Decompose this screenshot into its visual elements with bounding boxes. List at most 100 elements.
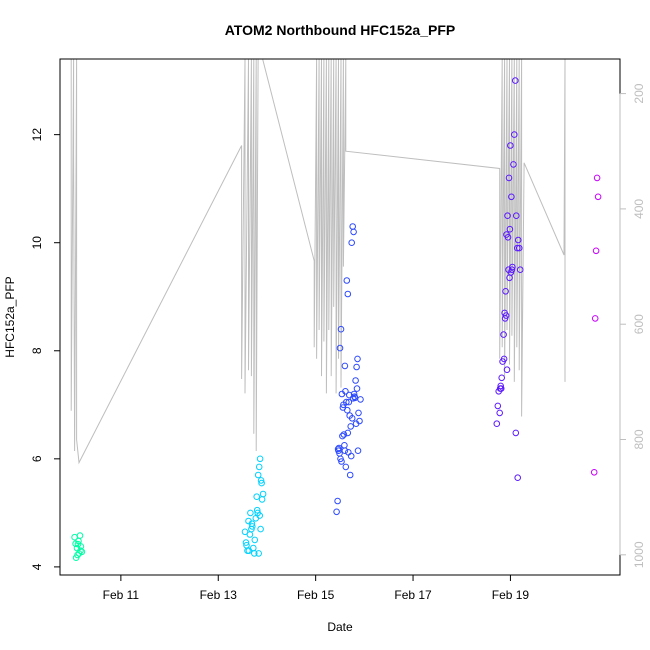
data-point <box>508 193 515 201</box>
data-point <box>497 382 505 390</box>
x-axis: Feb 11 Feb 13 Feb 15 Feb 17 Feb 19 <box>103 575 530 602</box>
data-point <box>512 77 519 84</box>
secondary-series-line <box>70 59 566 465</box>
data-point <box>590 469 598 476</box>
data-point <box>347 452 355 460</box>
data-point <box>249 523 256 530</box>
data-point <box>593 174 601 182</box>
y-axis-label: HFC152a_PFP <box>3 276 17 357</box>
data-point <box>514 236 522 244</box>
data-point <box>348 239 356 246</box>
data-point <box>333 508 340 516</box>
data-point <box>253 493 261 501</box>
data-point <box>343 398 350 406</box>
data-point <box>258 496 266 503</box>
data-point <box>512 429 520 437</box>
data-point <box>242 539 250 546</box>
data-point <box>504 212 511 219</box>
data-point <box>506 225 514 233</box>
data-point <box>335 444 343 452</box>
data-point <box>350 228 357 236</box>
data-point <box>352 420 360 428</box>
data-point <box>251 550 258 557</box>
data-point <box>241 528 249 536</box>
y2-tick-label: 1000 <box>632 541 646 568</box>
data-point <box>245 547 253 555</box>
data-point <box>355 409 362 417</box>
data-point <box>498 374 506 382</box>
x-tick-label: Feb 17 <box>394 588 432 602</box>
data-point <box>354 447 362 455</box>
data-point <box>254 509 262 517</box>
y2-tick-label: 600 <box>632 314 646 334</box>
data-point <box>257 477 265 484</box>
data-point <box>357 396 364 403</box>
y-tick-label: 6 <box>30 455 44 462</box>
data-point <box>351 394 359 402</box>
data-point <box>251 536 259 544</box>
data-point <box>336 344 344 352</box>
x-tick-label: Feb 15 <box>297 588 335 602</box>
chart-title: ATOM2 Northbound HFC152a_PFP <box>225 22 456 38</box>
data-point <box>503 366 511 374</box>
data-point <box>591 315 599 322</box>
data-point <box>502 312 510 319</box>
data-point <box>345 449 352 456</box>
data-point <box>346 391 353 399</box>
data-point <box>516 266 524 274</box>
y-tick-label: 12 <box>30 128 44 142</box>
y2-tick-label: 200 <box>632 83 646 103</box>
y-tick-label: 10 <box>30 236 44 250</box>
data-point <box>493 420 501 428</box>
data-point <box>342 388 349 395</box>
x-axis-label: Date <box>327 620 353 634</box>
data-point <box>513 212 520 219</box>
data-point <box>340 431 348 438</box>
data-point <box>348 415 356 422</box>
y2-tick-label: 400 <box>632 199 646 219</box>
data-point <box>508 266 516 274</box>
secondary-series <box>70 59 566 465</box>
y-axis: 4 6 8 10 12 <box>30 128 60 570</box>
data-point <box>77 547 84 555</box>
data-point <box>514 474 522 482</box>
data-point <box>592 247 600 255</box>
data-point <box>511 131 518 138</box>
data-point <box>255 463 263 471</box>
data-point <box>258 479 265 487</box>
data-point <box>510 161 517 168</box>
data-point <box>76 532 84 539</box>
data-point <box>501 315 509 322</box>
y-tick-label: 8 <box>30 347 44 354</box>
data-point <box>346 471 354 479</box>
data-point <box>505 174 513 182</box>
data-point <box>337 325 345 333</box>
data-point <box>341 442 348 449</box>
data-points <box>71 77 602 562</box>
data-point <box>353 363 360 371</box>
data-point <box>347 423 355 430</box>
data-point <box>338 458 345 465</box>
data-point <box>507 142 514 149</box>
y-tick-label: 4 <box>30 563 44 570</box>
data-point <box>334 445 342 453</box>
data-point <box>349 223 357 230</box>
data-point <box>254 471 262 479</box>
data-point <box>255 550 263 557</box>
data-point <box>248 520 256 528</box>
data-point <box>344 406 351 414</box>
data-point <box>253 506 261 514</box>
data-point <box>247 509 254 517</box>
data-point <box>344 290 352 298</box>
data-point <box>246 531 254 538</box>
data-point <box>256 455 264 463</box>
data-point <box>341 447 349 455</box>
data-point <box>514 244 521 252</box>
x-tick-label: Feb 19 <box>492 588 530 602</box>
data-point <box>500 331 507 338</box>
data-point <box>352 377 359 384</box>
data-point <box>334 497 341 505</box>
data-point <box>74 551 81 559</box>
data-point <box>354 355 361 363</box>
